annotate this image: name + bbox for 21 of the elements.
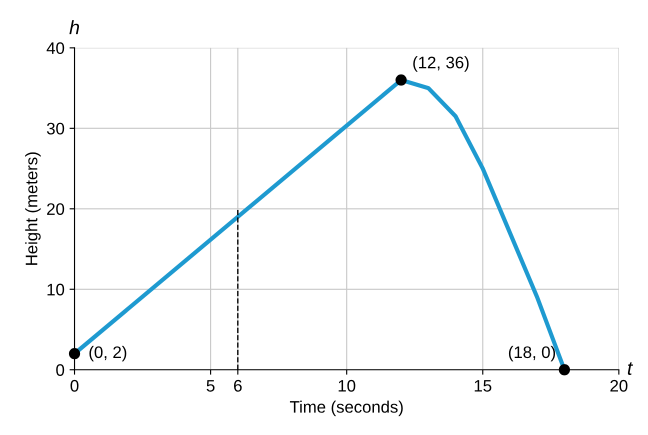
annotation: (18, 0) [508, 346, 556, 362]
x-tick-label: 0 [70, 380, 79, 392]
x-tick-label: 10 [338, 380, 356, 392]
point [558, 364, 570, 376]
x-tick-label: 15 [474, 380, 492, 392]
point [396, 74, 407, 86]
annotation: (0, 2) [89, 346, 126, 362]
point [68, 348, 80, 360]
text: h [69, 20, 80, 34]
y-tick-label: 30 [46, 122, 64, 135]
annotation: (12, 36) [413, 56, 469, 72]
y-axis-title: Height (meters) [25, 152, 41, 265]
text: t [628, 362, 634, 375]
y-tick-label: 10 [48, 284, 64, 296]
x-tick-label: 5 [206, 380, 215, 392]
x-tick-label: 6 [234, 380, 242, 392]
x-axis-title: Time (seconds) [290, 400, 403, 416]
y-tick-label: 40 [46, 42, 64, 54]
y-tick-label: 20 [47, 203, 64, 216]
x-tick-label: 20 [610, 380, 628, 392]
y-tick-label: 0 [56, 364, 64, 376]
